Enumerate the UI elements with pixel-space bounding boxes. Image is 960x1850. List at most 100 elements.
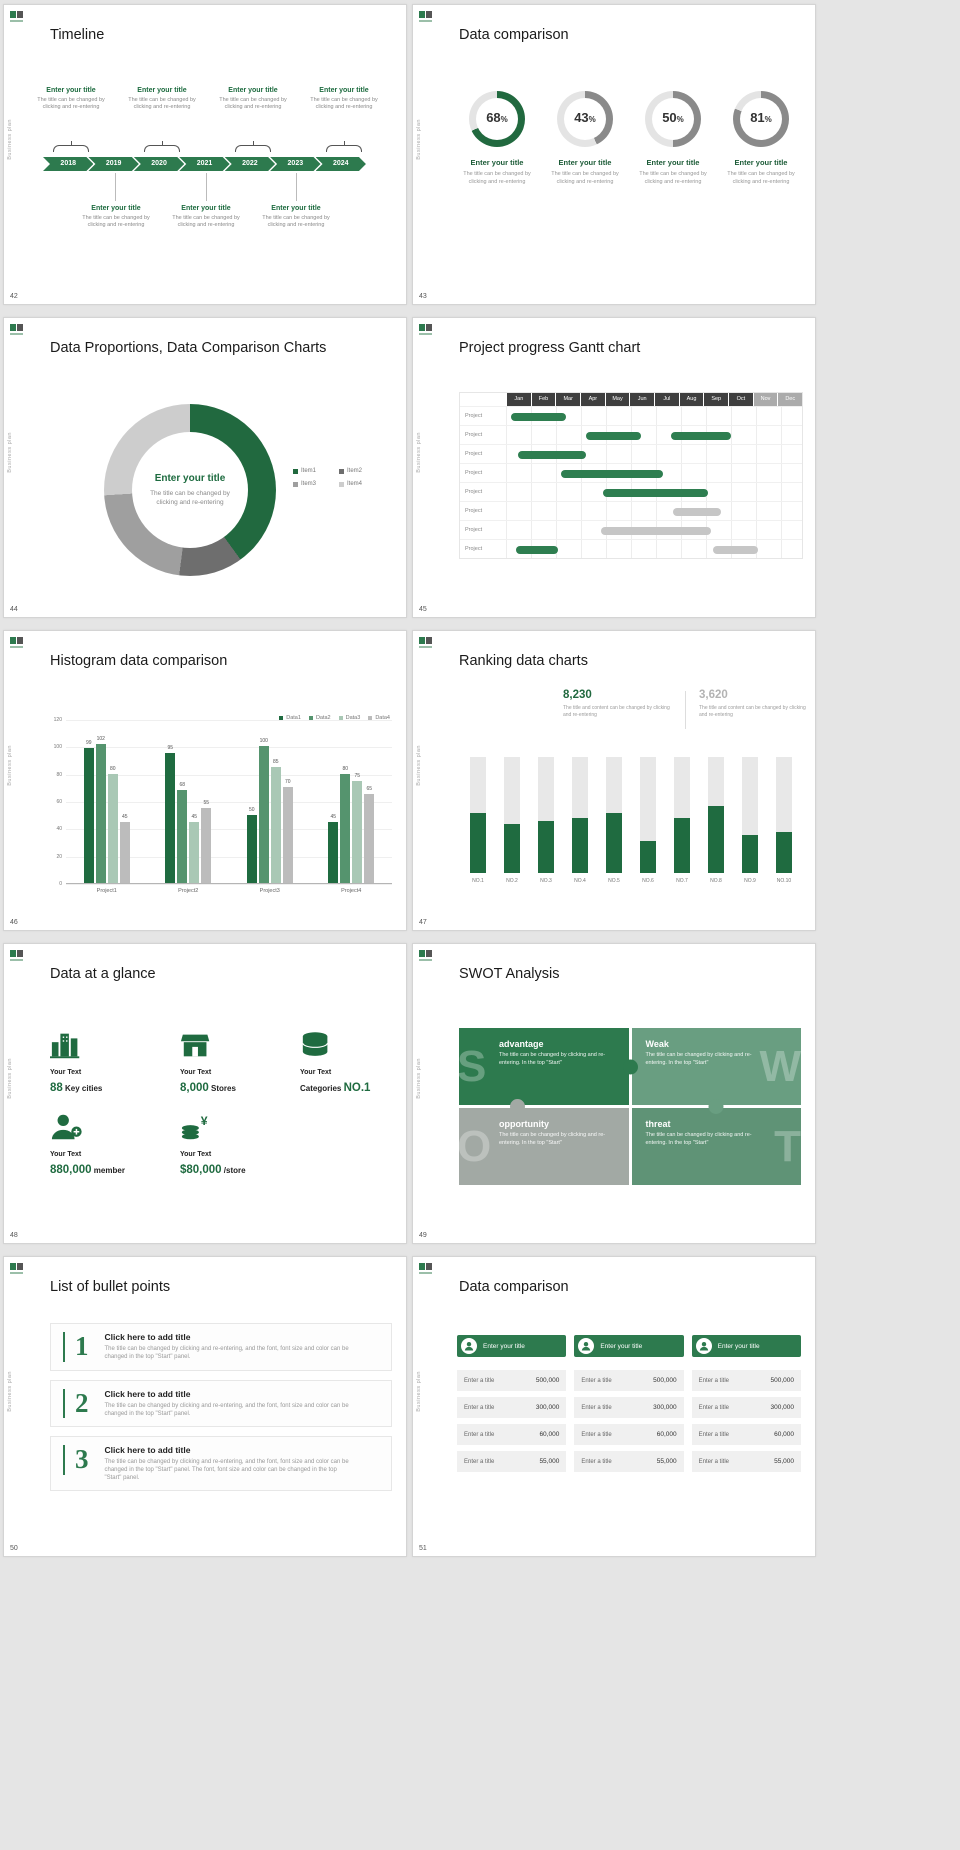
ranking-bar-track [504, 757, 520, 873]
slide-43-data-comparison[interactable]: Data comparison 68% Enter your title The t… [412, 4, 816, 305]
histogram-bar [328, 821, 339, 883]
progress-ring-center: 68% [476, 98, 518, 140]
gantt-row-cells [505, 407, 802, 425]
gantt-month-cell: Sep [703, 393, 729, 406]
swot-letter: O [457, 1121, 492, 1171]
bar-value-label: 85 [272, 758, 279, 765]
stat-value-line: 88 Key cities [50, 1078, 176, 1096]
svg-text:¥: ¥ [201, 1114, 208, 1128]
gantt-row-cells [505, 502, 802, 520]
bullet-number: 3 [75, 1444, 89, 1475]
gantt-row-label: Project [465, 432, 483, 438]
gantt-row-cells [505, 464, 802, 482]
brace-connector [53, 141, 89, 152]
bullet-item: 1 Click here to add title The title can be… [50, 1323, 392, 1371]
ranking-bar-fill [776, 832, 792, 873]
bullet-number-block: 3 [63, 1444, 89, 1476]
brand-logo-icon [419, 637, 433, 649]
gantt-row: Project [460, 425, 802, 444]
gantt-row: Project [460, 463, 802, 482]
ranking-bar-track [640, 757, 656, 873]
gantt-bar [585, 431, 641, 440]
gantt-row: Project [460, 482, 802, 501]
slide-title: Data comparison [459, 27, 569, 43]
timeline-item: Enter your title The title can be changed… [254, 205, 338, 229]
histogram-bar [258, 746, 269, 883]
slide-42-timeline[interactable]: Timeline Enter your title The title can b… [3, 4, 407, 305]
slide-title: List of bullet points [50, 1279, 171, 1295]
slide-number: 49 [419, 1232, 427, 1239]
stat-value-line: Categories NO.1 [300, 1078, 406, 1096]
timeline-bottom-items: Enter your title The title can be changed… [74, 205, 340, 229]
table-row: Enter a title 500,000 [574, 1370, 684, 1391]
slide-side-label: Business plan [7, 1057, 13, 1099]
brand-logo-icon [10, 11, 24, 23]
gantt-bar [515, 545, 559, 554]
bullet-body: The title can be changed by clicking and… [104, 1402, 349, 1417]
ranking-highlight-value: 8,230 [563, 689, 592, 701]
slide-44-data-proportions[interactable]: Data Proportions, Data Comparison Charts… [3, 317, 407, 618]
swot-body: The title can be changed by clicking and… [499, 1052, 606, 1066]
slide-50-bullet-points[interactable]: List of bullet points 1 Click here to add… [3, 1256, 407, 1557]
bullet-number: 2 [75, 1387, 89, 1418]
buildings-icon [50, 1030, 176, 1065]
timeline-item-title: Enter your title [228, 87, 278, 94]
person-badge-icon [695, 1338, 712, 1354]
gantt-month-cell: Dec [777, 393, 803, 406]
x-axis-category-label: Project3 [259, 888, 280, 894]
histogram-bar [95, 743, 106, 883]
store-icon [180, 1030, 306, 1065]
gantt-row-label: Project [465, 546, 483, 552]
table-row: Enter a title 60,000 [691, 1424, 801, 1445]
table-header-title: Enter your title [600, 1342, 643, 1350]
gantt-row: Project [460, 501, 802, 520]
slide-47-ranking-charts[interactable]: Ranking data charts 8,230 The title and … [412, 630, 816, 931]
slide-51-data-comparison-tables[interactable]: Data comparison Enter your title Enter a … [412, 1256, 816, 1557]
histogram-plot: 0 20 40 60 80 100 120 99 102 80 45 Project1 95 68 45 55… [54, 717, 392, 894]
brand-logo-icon [10, 1263, 24, 1275]
bullet-number-block: 1 [63, 1331, 89, 1362]
slide-title: Data Proportions, Data Comparison Charts [50, 340, 327, 356]
legend-item: Item2 [339, 468, 377, 474]
progress-ring-center: 50% [652, 98, 694, 140]
bullet-body: The title can be changed by clicking and… [104, 1346, 349, 1360]
bar-value-label: 95 [167, 745, 174, 752]
slide-side-label: Business plan [7, 744, 13, 786]
stat-value: 88 [50, 1082, 63, 1094]
gantt-bar [600, 526, 711, 535]
bar-value-label: 45 [191, 813, 198, 820]
gantt-row-label: Project [465, 470, 483, 476]
legend-swatch [279, 716, 284, 720]
table-row: Enter a title 500,000 [691, 1370, 801, 1391]
swot-body: The title can be changed by clicking and… [645, 1132, 752, 1146]
slide-number: 48 [10, 1232, 18, 1239]
brand-logo-icon [10, 950, 24, 962]
stat-item: Your Text 88 Key cities [50, 1030, 176, 1096]
slide-46-histogram[interactable]: Histogram data comparison Data1 Data2 Data… [3, 630, 407, 931]
gantt-row: Project [460, 406, 802, 425]
ranking-bar-track [742, 757, 758, 873]
ranking-category-labels: NO.1 NO.2 NO.3 NO.4 NO.5 NO.6 NO.7 NO.8 NO.9 NO.1… [461, 878, 801, 884]
slide-title: Project progress Gantt chart [459, 340, 641, 356]
stat-suffix: /store [221, 1166, 246, 1175]
gantt-bar [518, 450, 586, 459]
comparison-table-column: Enter your title Enter a title 500,000 Ente… [457, 1335, 567, 1478]
bullet-text-block: Click here to add title The title can be … [105, 1445, 355, 1482]
connector-line [206, 173, 207, 201]
stat-divider [685, 691, 686, 729]
row-value: 300,000 [653, 1404, 677, 1411]
bar-value-label: 80 [342, 765, 349, 772]
comparison-table-column: Enter your title Enter a title 500,000 Ente… [691, 1335, 801, 1478]
y-axis-tick-label: 80 [56, 771, 62, 778]
ranking-bar-track [470, 757, 486, 873]
stat-prefix: Categories [300, 1084, 344, 1093]
table-row: Enter a title 300,000 [691, 1397, 801, 1418]
table-row: Enter a title 55,000 [457, 1451, 567, 1472]
ranking-category-label: NO.5 [608, 878, 620, 884]
slide-48-data-at-a-glance[interactable]: Data at a glance Your Text 88 Key cities Y… [3, 943, 407, 1244]
legend-label: Data2 [315, 715, 331, 721]
stat-suffix: Stores [208, 1084, 236, 1093]
table-rows: Enter a title 500,000 Enter a title 300,000… [691, 1370, 801, 1472]
slide-45-gantt-chart[interactable]: Project progress Gantt chart Jan Feb Mar Ap… [412, 317, 816, 618]
